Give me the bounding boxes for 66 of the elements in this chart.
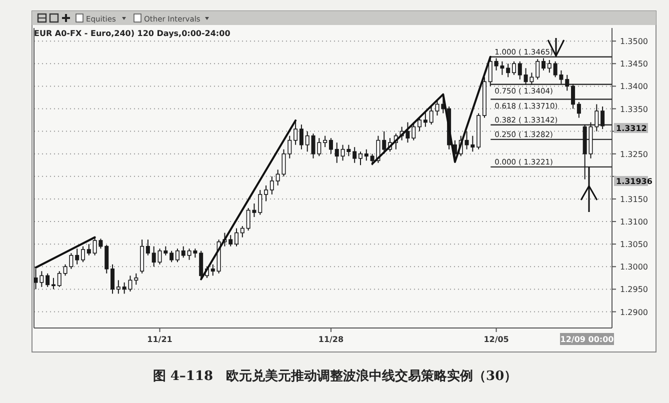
candlestick [152, 246, 156, 268]
candlestick [323, 135, 328, 148]
caption: 图 4–118 欧元兑美元推动调整波浪中线交易策略实例（30） [152, 368, 518, 384]
candlestick [512, 60, 516, 76]
y-tick-label: 1.3000 [620, 262, 648, 272]
candlestick [228, 234, 233, 247]
candlestick [352, 146, 357, 164]
candlestick [576, 101, 581, 118]
y-tick-label: 1.3150 [620, 194, 648, 204]
candlestick [116, 280, 120, 294]
x-tick-label: 11/28 [318, 335, 344, 344]
candlestick [382, 130, 386, 154]
candlestick [234, 228, 239, 247]
candlestick [75, 248, 80, 265]
y-tick-label: 1.2900 [620, 308, 648, 317]
y-tick-label: 1.3100 [620, 218, 648, 227]
y-tick-label: 1.3350 [620, 104, 648, 114]
x-tick-label: 12/05 [484, 335, 510, 344]
candlestick [258, 189, 262, 216]
candlestick [81, 246, 86, 263]
candlestick [412, 122, 416, 141]
chart-title: EUR A0-FX - Euro,240) 120 Days,0:00-24:00 [34, 29, 231, 38]
candlestick [364, 148, 368, 162]
candlestick [110, 264, 115, 294]
x-tick-label: 11/21 [147, 335, 173, 344]
y-tick-label: 1.2950 [620, 285, 648, 294]
candlestick [594, 104, 599, 132]
text: 1.31936 [616, 177, 653, 186]
candlestick [51, 277, 56, 290]
candlestick [134, 272, 138, 286]
candlestick [175, 248, 180, 263]
candlestick [210, 264, 215, 276]
candlestick [423, 110, 428, 128]
candlestick [270, 176, 274, 195]
y-tick-label: 1.3400 [620, 82, 648, 92]
candlestick [288, 135, 292, 159]
candlestick [57, 270, 62, 288]
candlestick [418, 117, 422, 132]
candlestick [565, 74, 570, 92]
candlestick [571, 83, 576, 110]
candlestick [170, 250, 174, 263]
candlestick [86, 244, 91, 256]
candlestick [547, 60, 552, 74]
candlestick [536, 58, 540, 80]
text: 12/09 00:00 [560, 335, 614, 344]
y-tick-label: 1.3050 [620, 240, 648, 250]
y-tick-label: 1.3450 [620, 60, 648, 69]
candlestick [240, 226, 244, 238]
y-tick-label: 1.3500 [620, 37, 648, 46]
text: 1.3312 [616, 124, 647, 133]
candlestick [600, 106, 605, 130]
candlestick [305, 130, 310, 152]
line-series [371, 56, 492, 165]
candlestick [181, 246, 186, 258]
candlestick [506, 63, 510, 78]
candlestick [542, 58, 546, 71]
candlestick [146, 239, 150, 256]
candlestick [518, 60, 522, 80]
candlestick [334, 142, 339, 164]
candlestick [358, 151, 362, 166]
candlestick [299, 124, 304, 150]
candlestick [264, 184, 268, 202]
candlestick [46, 272, 50, 288]
candlestick [328, 138, 333, 154]
candlestick [104, 244, 109, 274]
y-tick-label: 1.3250 [620, 150, 648, 159]
